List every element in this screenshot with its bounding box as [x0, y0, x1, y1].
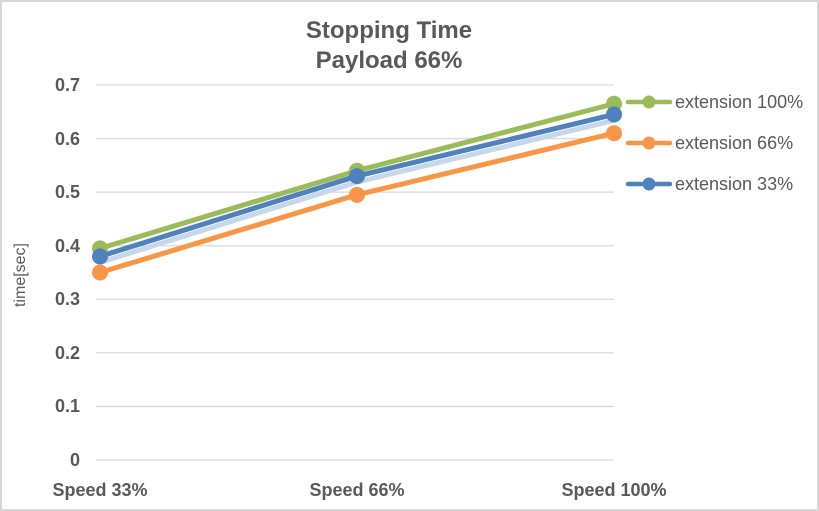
legend-line-marker-icon — [626, 95, 672, 109]
x-tick-speed-66: Speed 66% — [309, 480, 405, 500]
y-tick-0-1: 0.1 — [54, 396, 80, 416]
y-tick-0-5: 0.5 — [54, 182, 80, 202]
y-tick-0-2: 0.2 — [54, 343, 80, 363]
y-axis-title: time[sec] — [12, 242, 29, 308]
chart-title-line1: Stopping Time — [305, 17, 473, 44]
legend-label: extension 100% — [675, 91, 804, 112]
y-tick-0-3: 0.3 — [54, 289, 80, 309]
legend-label: extension 33% — [675, 173, 794, 194]
legend-item-extension-33: extension 33% — [626, 173, 793, 195]
y-tick-0-6: 0.6 — [54, 129, 80, 149]
y-tick-0-7: 0.7 — [54, 75, 80, 95]
legend-label: extension 66% — [675, 132, 794, 153]
y-tick-0: 0 — [69, 450, 80, 470]
chart-title: Stopping Time Payload 66% — [2, 16, 776, 76]
y-tick-0-4: 0.4 — [54, 236, 80, 256]
legend-item-extension-100: extension 100% — [626, 91, 803, 113]
legend-item-extension-66: extension 66% — [626, 132, 793, 154]
legend-line-marker-icon — [626, 177, 672, 191]
legend-line-marker-icon — [626, 136, 672, 150]
x-tick-speed-33: Speed 33% — [52, 480, 148, 500]
chart-title-line2: Payload 66% — [315, 47, 463, 74]
x-tick-speed-100: Speed 100% — [561, 480, 667, 500]
